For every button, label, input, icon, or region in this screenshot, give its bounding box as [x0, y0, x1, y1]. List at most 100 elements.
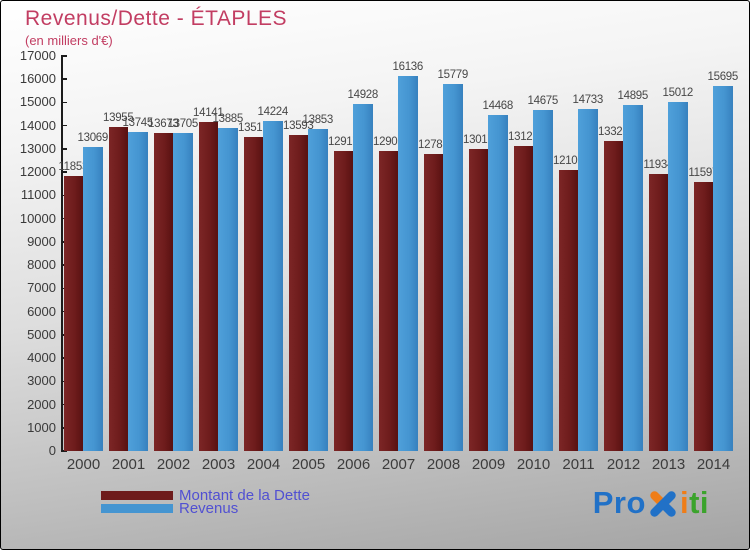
value-label-revenus-2003: 13885	[212, 113, 244, 126]
legend-swatch-revenus	[101, 504, 173, 513]
x-tick-label-2001: 2001	[111, 456, 146, 473]
legend-label-dette: Montant de la Dette	[179, 487, 310, 504]
x-tick-label-2006: 2006	[336, 456, 371, 473]
x-tick-label-2002: 2002	[156, 456, 191, 473]
y-tick-mark	[61, 148, 67, 150]
value-label-dette-2002: 13673	[148, 118, 179, 131]
x-tick-label-2004: 2004	[246, 456, 281, 473]
value-label-revenus-2010: 14675	[527, 95, 559, 108]
bar-dette-2014	[693, 181, 713, 451]
y-tick-label: 8000	[27, 257, 56, 273]
legend-label-revenus: Revenus	[179, 500, 239, 517]
x-tick-label-2012: 2012	[606, 456, 641, 473]
value-label-dette-2009: 13017	[463, 133, 494, 146]
y-tick-label: 14000	[19, 117, 56, 133]
value-label-dette-2011: 12105	[553, 154, 584, 167]
value-label-revenus-2006: 14928	[347, 89, 379, 102]
bar-revenus-2001	[128, 131, 148, 451]
value-label-revenus-2011: 14733	[572, 93, 604, 106]
value-label-dette-2007: 12903	[373, 136, 404, 149]
bar-dette-2001	[108, 126, 128, 451]
y-tick-label: 3000	[27, 373, 56, 389]
y-tick-label: 5000	[27, 326, 56, 342]
bar-revenus-2009	[488, 114, 508, 451]
y-tick-label: 7000	[27, 280, 56, 296]
y-tick-mark	[61, 171, 67, 173]
value-label-dette-2006: 12917	[328, 135, 359, 148]
bar-dette-2005	[288, 135, 308, 451]
x-tick-label-2003: 2003	[201, 456, 236, 473]
value-label-revenus-2007: 16136	[392, 61, 424, 74]
value-label-dette-2008: 12783	[418, 138, 449, 151]
x-tick-label-2014: 2014	[696, 456, 731, 473]
bar-revenus-2004	[263, 120, 283, 451]
value-label-dette-2003: 14141	[193, 107, 224, 120]
y-tick-label: 2000	[27, 396, 56, 412]
logo-text-pro: Pro	[592, 485, 646, 520]
bar-dette-2002	[153, 133, 173, 451]
value-label-dette-2014: 11597	[688, 166, 719, 179]
value-label-revenus-2004: 14224	[257, 105, 289, 118]
value-label-revenus-2008: 15779	[437, 69, 469, 82]
value-label-dette-2010: 13121	[508, 131, 539, 144]
bar-revenus-2006	[353, 104, 373, 451]
y-tick-label: 1000	[27, 419, 56, 435]
bar-revenus-2007	[398, 76, 418, 451]
value-label-dette-2004: 13517	[238, 121, 269, 134]
x-tick-label-2000: 2000	[66, 456, 101, 473]
value-label-dette-2013: 11934	[643, 158, 674, 171]
y-tick-mark	[61, 450, 67, 452]
logo-text-ti: ti	[689, 485, 709, 520]
value-label-revenus-2001: 13745	[122, 116, 154, 129]
legend-swatch-dette	[101, 491, 173, 500]
bar-dette-2009	[468, 148, 488, 451]
value-label-revenus-2005: 13853	[302, 114, 334, 127]
value-label-revenus-2014: 15695	[707, 71, 739, 84]
y-tick-mark	[61, 78, 67, 80]
bar-dette-2011	[558, 169, 578, 451]
y-tick-label: 11000	[20, 187, 56, 203]
value-label-revenus-2002: 13705	[167, 117, 199, 130]
bar-revenus-2014	[713, 86, 733, 451]
y-tick-mark	[61, 55, 67, 57]
bar-revenus-2000	[83, 147, 103, 451]
value-label-revenus-2013: 15012	[662, 87, 694, 100]
value-label-revenus-2000: 13069	[77, 132, 109, 145]
bar-dette-2004	[243, 136, 263, 451]
y-tick-mark	[61, 101, 67, 104]
bar-dette-2013	[648, 173, 668, 451]
value-label-revenus-2009: 14468	[482, 99, 514, 112]
bar-revenus-2010	[533, 110, 553, 451]
x-tick-label-2010: 2010	[516, 456, 551, 473]
y-tick-label: 10000	[19, 210, 56, 226]
y-tick-mark	[61, 124, 67, 127]
bar-dette-2000	[63, 175, 83, 451]
y-tick-label: 9000	[27, 233, 56, 249]
page-title: Revenus/Dette - ÉTAPLES	[25, 7, 288, 30]
legend: Montant de la Dette Revenus	[101, 487, 310, 517]
x-tick-label-2008: 2008	[426, 456, 461, 473]
y-tick-label: 0	[48, 443, 56, 458]
y-axis-line	[61, 56, 63, 451]
bar-revenus-2008	[443, 84, 463, 451]
bar-revenus-2002	[173, 132, 193, 451]
bar-dette-2007	[378, 151, 398, 451]
y-tick-label: 15000	[19, 94, 56, 110]
bar-revenus-2012	[623, 104, 643, 451]
x-tick-label-2013: 2013	[651, 456, 686, 473]
bar-dette-2003	[198, 122, 218, 451]
bar-revenus-2005	[308, 129, 328, 451]
y-tick-label: 16000	[19, 71, 56, 87]
y-tick-label: 6000	[27, 303, 56, 319]
value-label-dette-2001: 13955	[103, 111, 134, 124]
logo-text-i: i	[679, 485, 690, 520]
y-tick-label: 17000	[19, 48, 56, 63]
bar-dette-2012	[603, 141, 623, 451]
value-label-dette-2005: 13593	[283, 120, 314, 133]
x-tick-label-2011: 2011	[562, 456, 595, 473]
bar-dette-2006	[333, 150, 353, 451]
chart-header: Revenus/Dette - ÉTAPLES (en milliers d'€…	[25, 7, 287, 48]
value-label-revenus-2012: 14895	[617, 89, 649, 102]
